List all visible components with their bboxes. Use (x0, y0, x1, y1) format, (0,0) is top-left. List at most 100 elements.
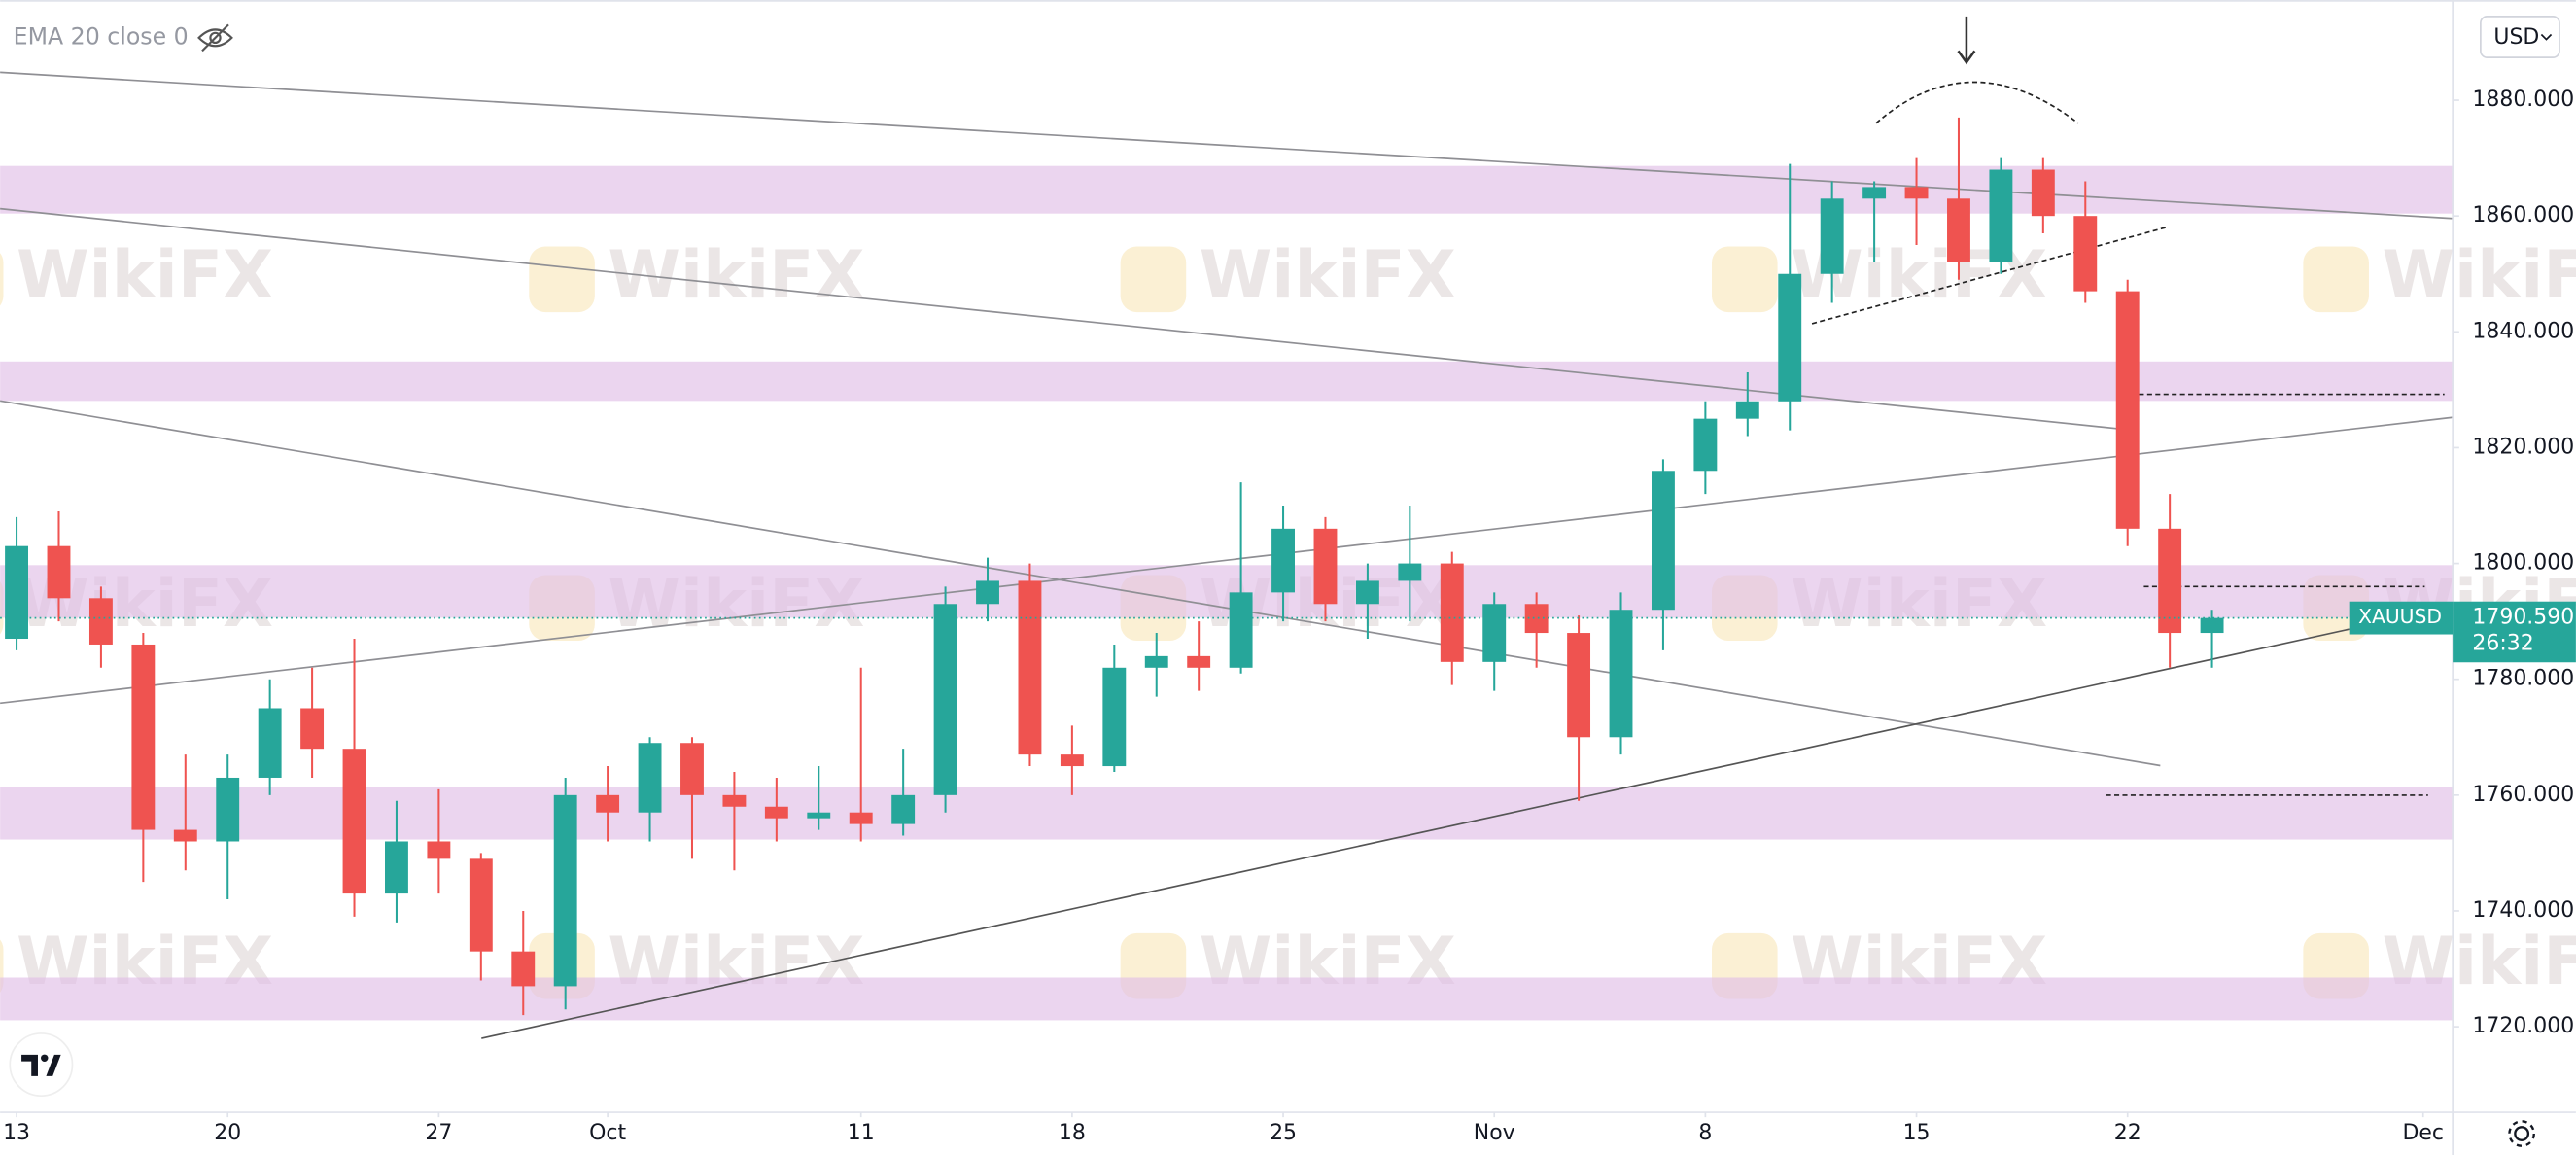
countdown: 26:32 (2472, 632, 2533, 656)
candle-body (1778, 273, 1802, 402)
watermark-logo (529, 246, 595, 313)
candle-body (1693, 418, 1718, 472)
y-tick-label: 1720.000 (2472, 1014, 2574, 1038)
watermark-logo (2303, 246, 2369, 313)
candle-body (300, 708, 325, 750)
candle-body (1102, 667, 1127, 767)
candle-body (1482, 604, 1507, 662)
y-tick-label: 1860.000 (2472, 203, 2574, 228)
watermark-logo (0, 253, 4, 306)
candle-body (553, 794, 577, 987)
candle-body (1567, 633, 1591, 738)
candle-body (1187, 655, 1211, 668)
candle-body (1398, 563, 1422, 581)
candle-body (764, 806, 788, 819)
x-tick-label: 27 (425, 1121, 452, 1145)
candle-body (1440, 563, 1464, 662)
candle-body (1904, 187, 1929, 199)
candle-body (385, 841, 408, 894)
candle-body (2073, 216, 2098, 292)
y-tick-label: 1880.000 (2472, 88, 2574, 112)
candle-body (1355, 580, 1379, 605)
y-tick-label: 1820.000 (2472, 435, 2574, 459)
candle-body (807, 812, 831, 819)
candle-body (1862, 187, 1887, 199)
candle-body (1060, 754, 1084, 767)
candle-body (88, 598, 113, 645)
candle-body (1229, 592, 1253, 668)
y-tick-label: 1760.000 (2472, 783, 2574, 807)
zone (0, 977, 2454, 1021)
last-price-label: 1790.590 (2472, 606, 2574, 630)
candle-body (849, 812, 873, 824)
neckline (1811, 226, 2170, 325)
x-tick-label: Nov (1474, 1121, 1515, 1145)
trend-line (481, 628, 2350, 1039)
x-tick-label: 22 (2114, 1121, 2141, 1145)
candle-body (1271, 528, 1295, 593)
symbol: XAUUSD (2358, 605, 2442, 628)
candle-body (1018, 580, 1042, 755)
candle-body (342, 749, 366, 894)
indicator-label: EMA 20 close 0 (14, 22, 189, 50)
candle-body (1524, 604, 1549, 634)
candle-body (2200, 617, 2224, 634)
watermark: WikiFX (1200, 236, 1456, 313)
candle-body (891, 794, 916, 824)
candle-body (216, 777, 240, 842)
candle-body (638, 743, 662, 813)
currency: USD (2493, 25, 2539, 50)
candle-body (722, 794, 747, 807)
trend-line (0, 416, 2454, 705)
x-tick-label: 13 (3, 1121, 30, 1145)
candle-body (2031, 169, 2055, 217)
zone (0, 565, 2454, 618)
symbol-tag (2349, 601, 2454, 635)
candle-body (2115, 291, 2140, 529)
zones (0, 165, 2454, 1021)
watermark: WikiFX (2382, 236, 2576, 313)
candle-body (1989, 169, 2013, 262)
x-tick-label: 8 (1698, 1121, 1712, 1145)
watermark: WikiFX (17, 236, 273, 313)
watermark-logo (1711, 246, 1778, 313)
candle-body (258, 708, 282, 778)
y-tick-label: 1800.000 (2472, 551, 2574, 576)
candle-body (1820, 198, 1844, 274)
arrow-head (1957, 50, 1976, 65)
candle-body (1144, 655, 1168, 668)
candle-body (1313, 528, 1338, 605)
candle-body (469, 858, 493, 952)
candle-body (427, 841, 451, 859)
x-tick-label: Dec (2402, 1121, 2443, 1145)
x-tick-label: 11 (848, 1121, 875, 1145)
x-tick-label: 20 (214, 1121, 241, 1145)
x-tick-label: 18 (1059, 1121, 1086, 1145)
settings-gear[interactable] (2508, 1120, 2535, 1147)
y-tick-label: 1740.000 (2472, 898, 2574, 923)
y-tick-label: 1780.000 (2472, 667, 2574, 691)
y-tick-label: 1840.000 (2472, 319, 2574, 343)
candle-body (131, 644, 156, 830)
candle-body (680, 743, 704, 795)
tv-logo[interactable] (9, 1032, 74, 1098)
watermark-logo (1120, 246, 1187, 313)
candle-body (596, 794, 620, 813)
candle-body (511, 951, 536, 987)
candle-body (1651, 471, 1675, 611)
zone (0, 787, 2454, 840)
candle-body (5, 545, 29, 640)
candle-body (1947, 198, 1970, 262)
trend-line (0, 400, 2161, 767)
candle-body (2158, 528, 2182, 634)
currency-button[interactable]: USD (2480, 16, 2560, 58)
candle-body (933, 604, 957, 795)
watermark: WikiFX (608, 236, 864, 313)
hide-icon[interactable] (197, 23, 233, 52)
candle-body (976, 580, 999, 605)
zone (0, 361, 2454, 402)
candle-body (1735, 401, 1759, 419)
trend-line (0, 207, 2120, 430)
